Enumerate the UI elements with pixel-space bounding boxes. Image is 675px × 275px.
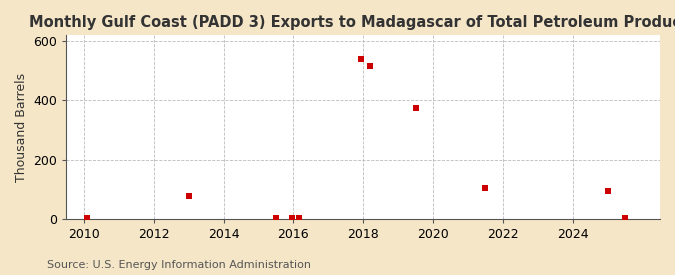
- Point: [356, 57, 367, 61]
- Point: [602, 188, 613, 193]
- Point: [620, 216, 630, 220]
- Point: [293, 216, 304, 220]
- Point: [286, 215, 297, 220]
- Point: [480, 185, 491, 190]
- Y-axis label: Thousand Barrels: Thousand Barrels: [15, 73, 28, 182]
- Title: Monthly Gulf Coast (PADD 3) Exports to Madagascar of Total Petroleum Products: Monthly Gulf Coast (PADD 3) Exports to M…: [29, 15, 675, 30]
- Point: [82, 216, 92, 220]
- Point: [410, 106, 421, 110]
- Text: Source: U.S. Energy Information Administration: Source: U.S. Energy Information Administ…: [47, 260, 311, 270]
- Point: [183, 194, 194, 199]
- Point: [271, 216, 281, 220]
- Point: [364, 64, 375, 68]
